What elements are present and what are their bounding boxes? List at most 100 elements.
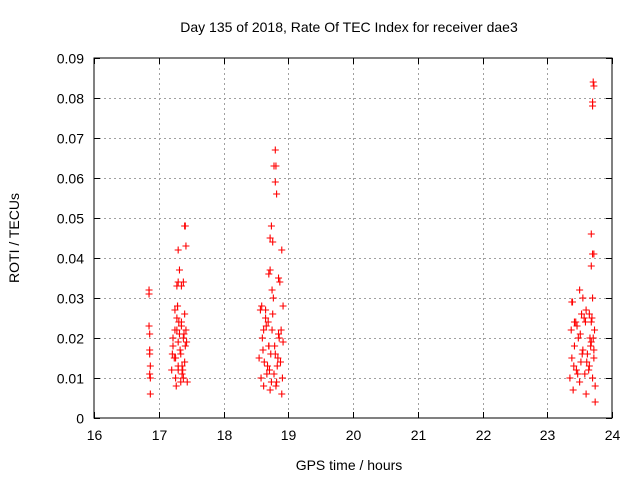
data-point [182,242,190,250]
data-point [585,366,593,374]
data-point [174,302,182,310]
data-point [585,310,593,318]
data-point [582,390,590,398]
data-point [263,370,271,378]
data-point [585,362,593,370]
data-point [587,342,595,350]
data-point [146,362,154,370]
data-point [178,362,186,370]
x-tick-label: 17 [152,427,168,443]
data-point [181,358,189,366]
data-point [589,374,597,382]
data-point [278,246,286,254]
data-point [579,294,587,302]
data-point [179,278,187,286]
data-point [146,330,154,338]
data-point [265,342,273,350]
data-point [576,286,584,294]
data-point [273,362,281,370]
data-point [580,314,588,322]
data-point [269,294,277,302]
data-point [587,262,595,270]
data-point [181,310,189,318]
data-point [590,82,598,90]
data-point [582,306,590,314]
y-tick-label: 0.05 [57,211,84,227]
data-point [264,362,272,370]
data-point [175,318,183,326]
data-point [578,310,586,318]
data-point [570,318,578,326]
y-tick-label: 0.03 [57,291,84,307]
data-point [180,330,188,338]
data-point [179,374,187,382]
data-point [570,362,578,370]
data-point [590,346,598,354]
data-point [278,390,286,398]
data-point [566,374,574,382]
data-point [279,302,287,310]
axis-ticks: 16 17 18 19 20 21 22 23 24 0 0.01 0.02 0.03 0.04 0.05 0… [57,51,621,444]
data-point [267,222,275,230]
data-point [274,354,282,362]
x-tick-label: 20 [346,427,362,443]
data-point [264,318,272,326]
data-point [258,302,266,310]
data-point [568,298,576,306]
data-point [177,282,185,290]
data-point [574,334,582,342]
y-tick-label: 0.01 [57,371,84,387]
data-point [568,354,576,362]
data-point [590,354,598,362]
data-point [266,266,274,274]
x-tick-label: 16 [87,427,103,443]
data-point [145,322,153,330]
y-tick-label: 0.04 [57,251,84,267]
data-point [591,326,599,334]
data-point [579,346,587,354]
data-point [174,338,182,346]
data-point [183,378,191,386]
data-point [146,390,154,398]
data-point [262,306,270,314]
data-point [590,250,598,258]
data-point [177,322,185,330]
data-point [587,318,595,326]
data-point [169,342,177,350]
data-point [183,338,191,346]
y-tick-label: 0.06 [57,171,84,187]
y-tick-label: 0.02 [57,331,84,347]
data-point [265,366,273,374]
data-point [260,382,268,390]
y-tick-label: 0.08 [57,91,84,107]
data-point [265,270,273,278]
data-point [181,222,189,230]
data-point [267,378,275,386]
data-point [173,326,181,334]
data-point [569,386,577,394]
data-point [173,314,181,322]
data-point [591,382,599,390]
x-tick-label: 21 [411,427,427,443]
data-point [570,342,578,350]
x-tick-label: 23 [540,427,556,443]
data-point [146,374,154,382]
y-tick-label: 0 [76,411,84,427]
x-tick-label: 24 [605,427,621,443]
data-point [279,338,287,346]
data-point [181,342,189,350]
data-point [262,314,270,322]
data-point [277,326,285,334]
data-point [581,370,589,378]
data-point [175,266,183,274]
data-point [276,358,284,366]
data-point [179,366,187,374]
data-point [567,326,575,334]
data-point [578,350,586,358]
data-point [269,310,277,318]
data-point [169,334,177,342]
data-point [589,78,597,86]
data-point [260,358,268,366]
data-point [272,382,280,390]
plot-frame [93,57,613,419]
